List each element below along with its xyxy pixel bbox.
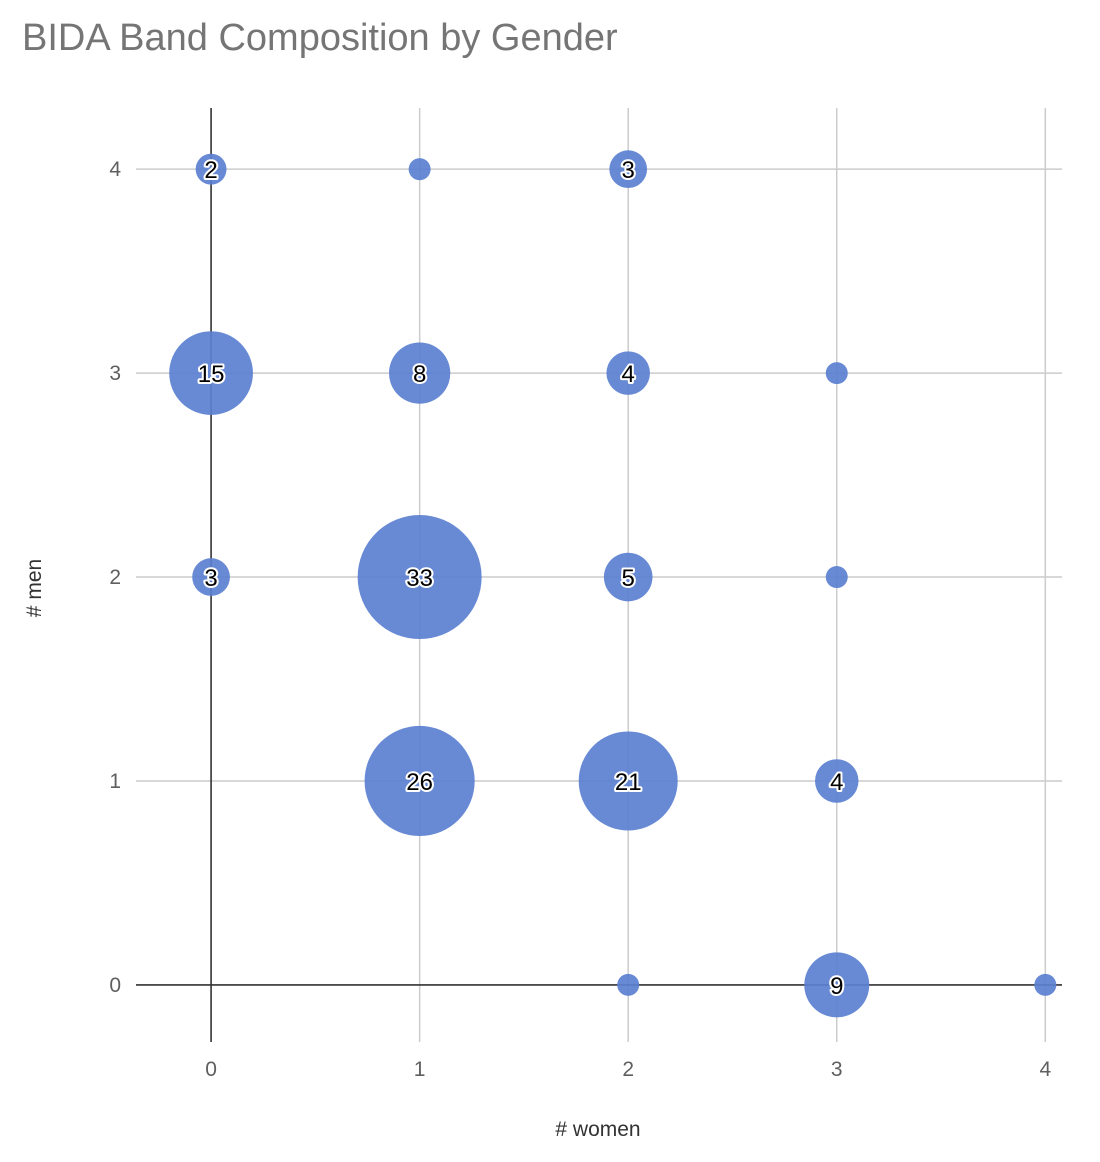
y-tick-label: 3 [109,362,121,385]
y-tick-label: 2 [109,566,121,589]
bubble-label: 33 [406,565,433,592]
x-tick-label: 0 [205,1058,217,1081]
bubble-label: 9 [830,973,843,1000]
y-axis-title: # men [23,559,46,617]
bubble [804,952,870,1018]
bubble [408,158,431,181]
y-tick-label: 0 [109,974,121,997]
bubble-label: 3 [622,157,635,184]
bubble [617,973,640,996]
bubble-label: 3 [204,565,217,592]
bubble-label: 8 [413,361,426,388]
bubble-label: 5 [622,565,635,592]
bubble-label: 4 [830,769,843,796]
chart-title: BIDA Band Composition by Gender [22,17,618,59]
bubble [825,566,848,589]
bubble [364,725,475,837]
bubble-label: 4 [622,361,635,388]
bubble [825,362,848,385]
bubble [578,731,678,831]
bubble [603,552,653,602]
axes [136,108,1062,1042]
y-tick-label: 4 [109,158,121,181]
bubble [815,759,859,803]
x-tick-label: 1 [414,1058,426,1081]
bubble-label: 21 [615,769,642,796]
bubble [169,331,253,415]
bubble [609,150,648,189]
bubble [1034,973,1057,996]
bubble-label: 2 [204,157,217,184]
bubble [195,153,227,185]
bubble-label: 26 [406,769,433,796]
x-axis-title: # women [555,1118,640,1141]
x-tick-label: 4 [1039,1058,1051,1081]
tick-labels: 0 1 2 3 4 0 1 2 3 4 [109,158,1051,1081]
bubble [192,558,230,596]
bubbles: 2 315 8 43 33 526 21 49 [169,150,1057,1018]
x-tick-label: 2 [622,1058,634,1081]
bubble [606,351,650,395]
bubble [388,342,451,404]
gridlines [136,108,1062,1042]
y-tick-label: 1 [109,770,121,793]
bubble-label: 15 [198,361,225,388]
x-tick-label: 3 [831,1058,843,1081]
bubble [357,515,482,640]
